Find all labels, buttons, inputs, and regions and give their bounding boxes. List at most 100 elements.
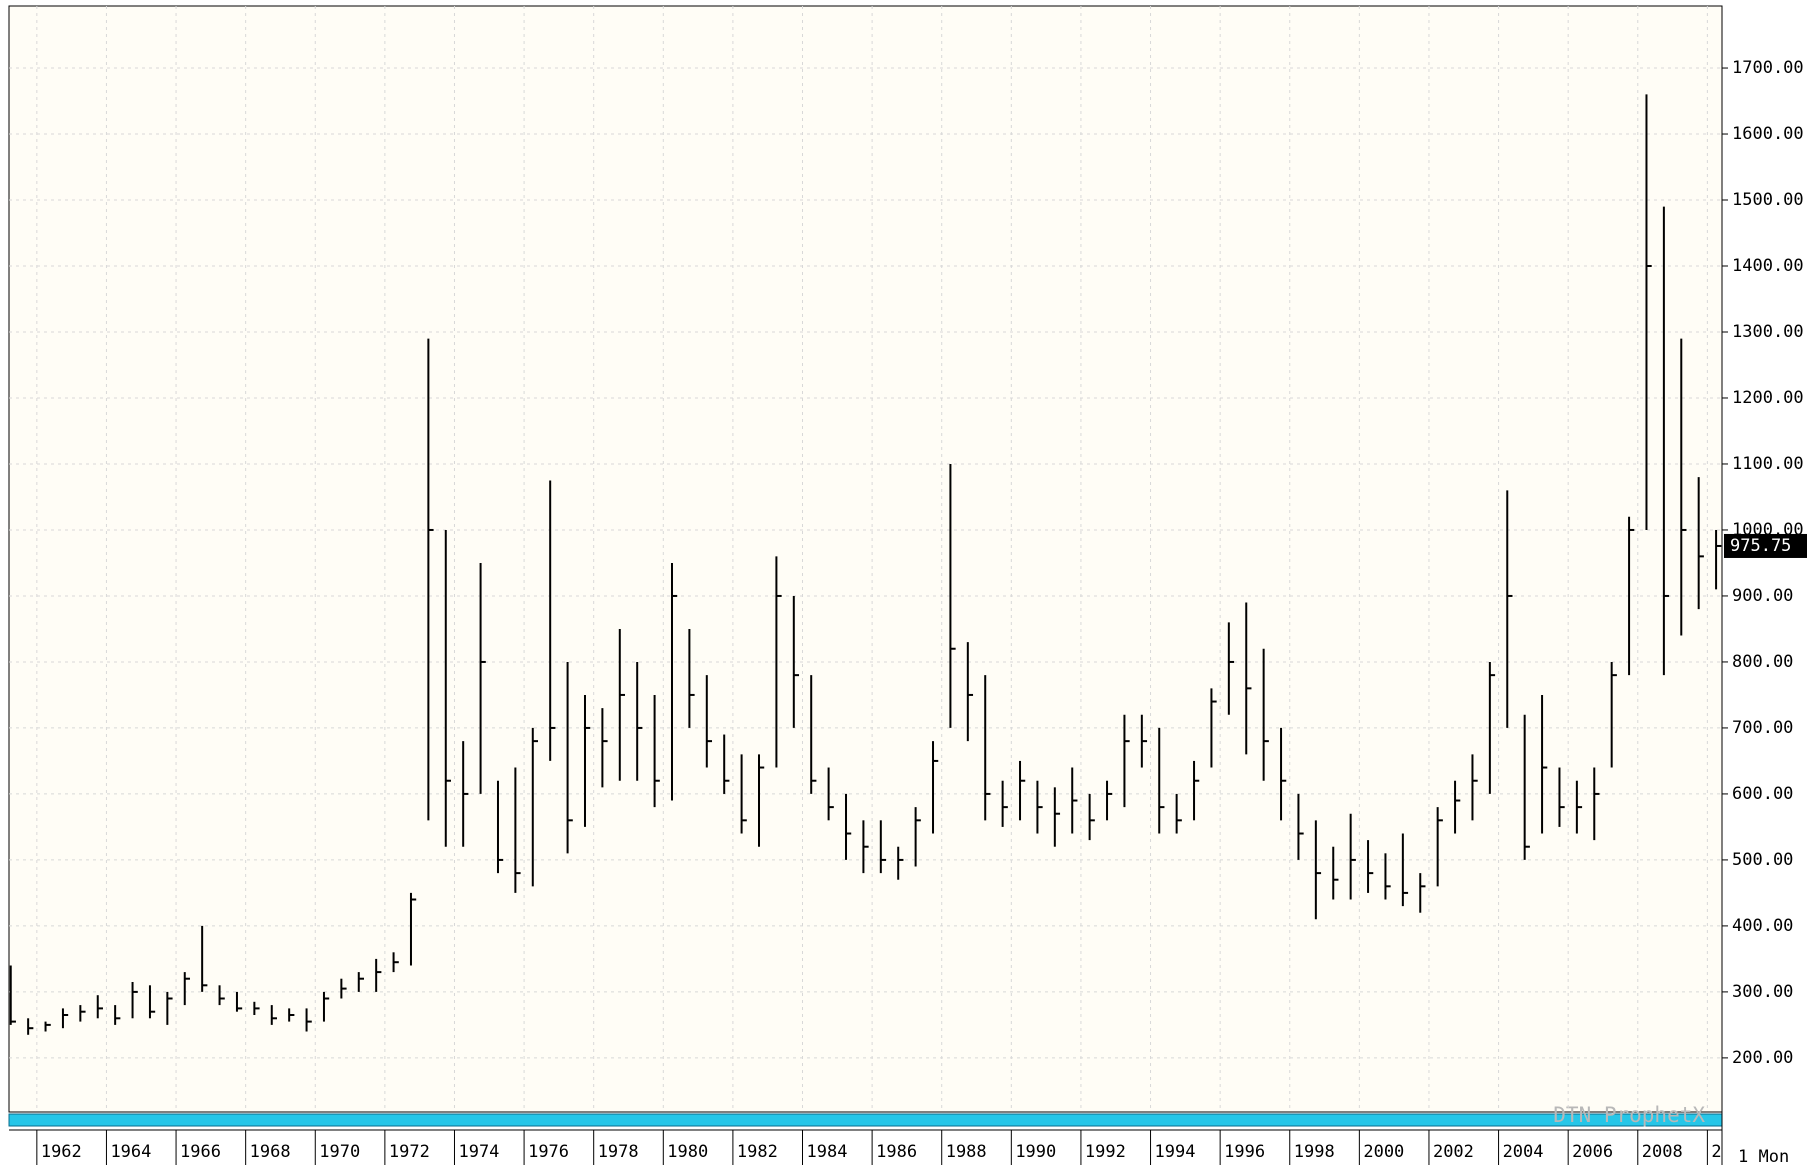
x-tick-label: 2002 xyxy=(1433,1142,1474,1162)
x-tick-label: 2006 xyxy=(1572,1142,1613,1162)
price-bar xyxy=(1697,477,1704,610)
scrollbar[interactable] xyxy=(8,1113,1723,1127)
price-bar xyxy=(288,1008,295,1022)
x-tick-label: 1984 xyxy=(807,1142,848,1162)
last-value-tag xyxy=(1724,533,1807,558)
y-tick-label: 1600.00 xyxy=(1732,124,1804,144)
y-tick-label: 300.00 xyxy=(1732,982,1793,1002)
price-bar xyxy=(984,675,991,821)
price-bar xyxy=(131,981,138,1019)
price-bar xyxy=(1488,661,1496,794)
price-bar xyxy=(1210,688,1217,768)
price-bar xyxy=(235,991,243,1012)
x-tick-label: 1990 xyxy=(1015,1142,1056,1162)
price-bar xyxy=(253,1001,260,1015)
price-bar xyxy=(531,727,539,887)
price-bar xyxy=(1401,833,1409,907)
y-tick-label: 200.00 xyxy=(1732,1048,1793,1068)
price-bar xyxy=(1593,767,1600,841)
price-bar xyxy=(1019,760,1026,821)
x-tick-label: 1974 xyxy=(458,1142,499,1162)
price-bar xyxy=(1384,853,1391,900)
price-bar xyxy=(27,1018,34,1035)
y-tick-label: 1100.00 xyxy=(1732,454,1804,474)
x-tick-label: 1988 xyxy=(946,1142,987,1162)
price-bar xyxy=(61,1008,69,1029)
price-bar xyxy=(1314,820,1322,920)
axes: 200.00 300.00 400.00 500.00 600.00 700.00 800.… xyxy=(1722,58,1807,1068)
price-bar xyxy=(1140,714,1148,768)
price-bar xyxy=(1506,490,1513,728)
price-bar xyxy=(932,741,939,834)
bars xyxy=(9,94,1722,1035)
price-bar xyxy=(949,463,956,728)
y-tick-label: 900.00 xyxy=(1732,586,1793,606)
price-bar xyxy=(723,734,730,794)
period-label[interactable]: 1 Mon xyxy=(1738,1147,1789,1167)
last-value-label: 975.75 xyxy=(1730,536,1791,556)
price-bar xyxy=(1523,714,1530,860)
x-tick-label: 1996 xyxy=(1224,1142,1265,1162)
price-bar xyxy=(1106,780,1113,821)
price-bar xyxy=(1175,793,1182,834)
price-bar xyxy=(1088,793,1095,841)
price-bar xyxy=(305,1008,312,1032)
price-bar xyxy=(479,562,486,794)
price-bar xyxy=(1662,206,1670,676)
price-bar xyxy=(322,991,330,1022)
price-bar xyxy=(688,628,695,728)
x-tick-label: 2010 xyxy=(1711,1142,1752,1162)
price-bar xyxy=(218,985,225,1006)
x-tick-label: 1964 xyxy=(110,1142,151,1162)
x-axis: 1962 1964 1966 1968 1970 1972 1974 1976 1978 1980… xyxy=(36,1130,1752,1165)
x-tick-label: 1978 xyxy=(598,1142,639,1162)
price-bar xyxy=(1610,661,1617,768)
price-bar xyxy=(409,892,417,966)
price-bar xyxy=(514,767,521,893)
price-bar xyxy=(96,995,103,1019)
price-bar xyxy=(340,978,347,999)
price-bar xyxy=(740,754,747,834)
price-bar xyxy=(9,965,16,1025)
price-bar xyxy=(270,1005,277,1025)
price-bar xyxy=(810,675,817,794)
price-bar xyxy=(1280,727,1287,821)
price-bar xyxy=(1158,727,1165,834)
price-bar xyxy=(1193,760,1200,821)
price-bar xyxy=(1332,846,1339,900)
y-tick-label: 400.00 xyxy=(1732,916,1793,936)
price-bar xyxy=(1558,767,1565,827)
y-tick-label: 700.00 xyxy=(1732,718,1793,738)
price-bar xyxy=(1575,780,1583,834)
price-bar xyxy=(1071,767,1078,834)
y-tick-label: 1500.00 xyxy=(1732,190,1804,210)
price-bar xyxy=(566,661,573,854)
x-tick-label: 1986 xyxy=(876,1142,917,1162)
y-tick-label: 600.00 xyxy=(1732,784,1793,804)
price-bar xyxy=(1454,780,1461,834)
price-bar xyxy=(375,958,382,992)
price-bar xyxy=(653,694,660,808)
x-tick-label: 1968 xyxy=(250,1142,291,1162)
x-tick-label: 1982 xyxy=(737,1142,778,1162)
price-bar xyxy=(392,952,399,973)
y-tick-label: 1300.00 xyxy=(1732,322,1804,342)
x-tick-label: 1966 xyxy=(180,1142,221,1162)
price-bar xyxy=(758,754,765,847)
x-tick-label: 1980 xyxy=(667,1142,708,1162)
price-bar xyxy=(775,556,782,768)
price-bar xyxy=(79,1005,86,1022)
price-bar xyxy=(1123,714,1130,808)
price-bar xyxy=(827,767,834,821)
price-bar xyxy=(1715,529,1722,590)
price-bar xyxy=(1471,754,1478,821)
plot-area xyxy=(8,5,1723,1113)
price-bar xyxy=(1297,793,1304,860)
price-bar xyxy=(1541,694,1548,834)
price-bar xyxy=(601,708,608,788)
price-bar xyxy=(1262,648,1269,781)
watermark: DTN ProphetX xyxy=(1553,1103,1705,1127)
price-bar xyxy=(496,780,504,874)
